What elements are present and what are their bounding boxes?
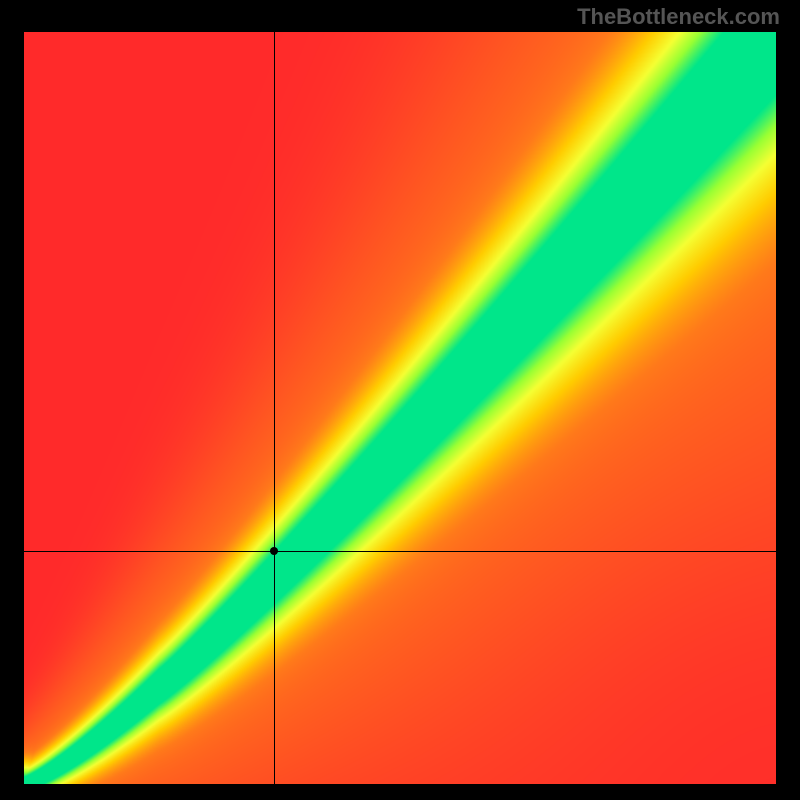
crosshair-horizontal [24,551,776,552]
marker-dot [270,547,278,555]
bottleneck-heatmap [24,32,776,784]
watermark-text: TheBottleneck.com [577,4,780,30]
crosshair-vertical [274,32,275,784]
chart-container: TheBottleneck.com [0,0,800,800]
plot-area [24,32,776,784]
